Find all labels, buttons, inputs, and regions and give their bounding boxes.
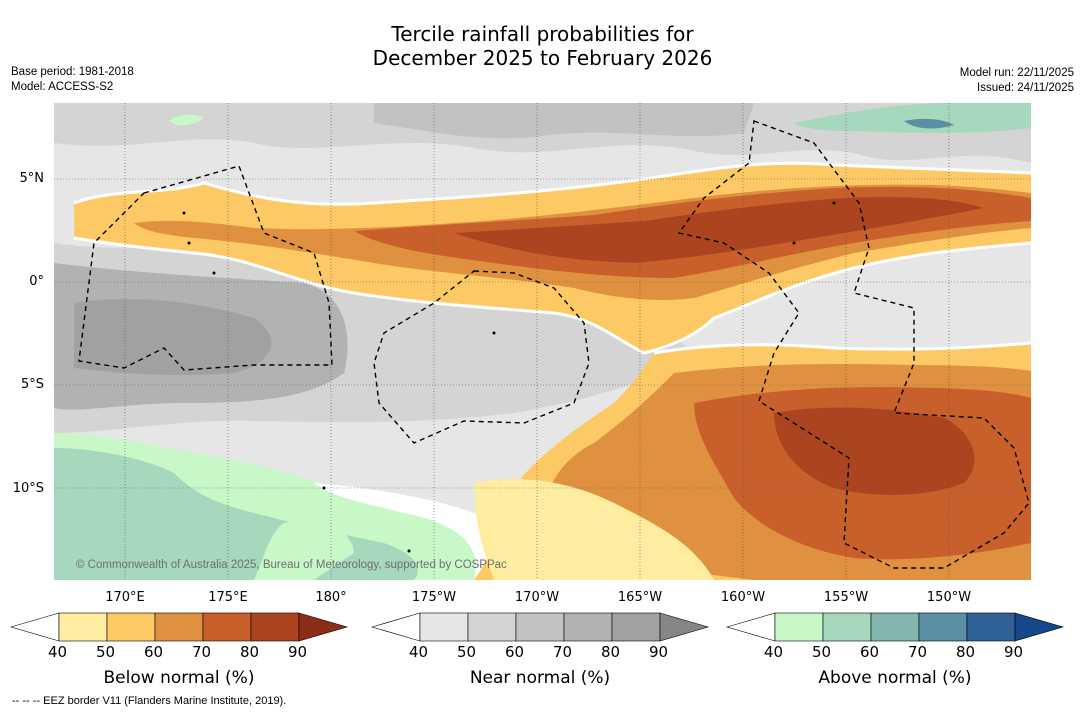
lat-label-5n: 5°N xyxy=(19,171,45,186)
colorbar-near-normal xyxy=(370,612,710,642)
islands xyxy=(182,201,836,553)
island xyxy=(187,241,191,245)
below-normal-south-edge xyxy=(474,479,714,580)
colorbar-above-normal xyxy=(725,612,1065,642)
island xyxy=(832,201,836,205)
lat-label-5s: 5°S xyxy=(20,377,44,392)
cb-near-tick-90: 90 xyxy=(649,643,669,661)
island xyxy=(322,486,326,490)
base-period-text: Base period: 1981-2018 xyxy=(11,66,134,78)
cb-above-tick-90: 90 xyxy=(1004,643,1024,661)
island xyxy=(492,331,496,335)
eez-kiribati-phoenix xyxy=(373,270,590,444)
island xyxy=(792,241,796,245)
model-run-text: Model run: 22/11/2025 xyxy=(959,67,1074,79)
cb-below-tick-50: 50 xyxy=(96,643,116,661)
map-title: Tercile rainfall probabilities for Decem… xyxy=(0,22,1085,70)
colorbar-near-bin-40-50 xyxy=(419,612,469,642)
cb-near-tick-50: 50 xyxy=(457,643,477,661)
cb-below-tick-70: 70 xyxy=(192,643,212,661)
contour-line-south xyxy=(653,341,1031,355)
colorbar-title-above-normal: Above normal (%) xyxy=(818,668,972,688)
colorbar-below-bin-60-70 xyxy=(154,612,204,642)
meta-right: Model run: 22/11/2025 Issued: 24/11/2025 xyxy=(960,66,1074,96)
model-text: Model: ACCESS-S2 xyxy=(11,81,114,93)
near-normal-north-patch xyxy=(374,103,754,139)
above-normal-southwest-patch xyxy=(254,520,354,580)
cb-above-tick-40: 40 xyxy=(764,643,784,661)
colorbar-above-high-extend xyxy=(1014,612,1065,642)
cb-below-tick-90: 90 xyxy=(288,643,308,661)
colorbar-below-bin-80-90 xyxy=(250,612,300,642)
colorbar-below-bin-70-80 xyxy=(202,612,252,642)
cb-near-tick-70: 70 xyxy=(553,643,573,661)
title-line-2: December 2025 to February 2026 xyxy=(372,46,713,70)
island xyxy=(182,211,186,215)
colorbar-below-high-extend xyxy=(298,612,349,642)
colorbars xyxy=(9,612,1065,642)
cb-near-tick-80: 80 xyxy=(601,643,621,661)
cb-near-tick-40: 40 xyxy=(409,643,429,661)
lon-label-170e: 170°E xyxy=(105,590,145,605)
lon-label-170w: 170°W xyxy=(514,590,560,605)
colorbar-near-bin-60-70 xyxy=(515,612,565,642)
colorbar-above-low-extend xyxy=(725,612,776,642)
below-normal-equatorial-max xyxy=(454,197,984,263)
colorbar-above-bin-80-90 xyxy=(966,612,1016,642)
lat-label-0: 0° xyxy=(29,274,44,289)
cb-above-tick-80: 80 xyxy=(956,643,976,661)
colorbar-below-low-extend xyxy=(9,612,60,642)
lon-label-160w: 160°W xyxy=(720,590,766,605)
cb-above-tick-70: 70 xyxy=(908,643,928,661)
lon-label-150w: 150°W xyxy=(926,590,972,605)
island xyxy=(212,271,216,275)
island xyxy=(407,549,411,553)
issued-text: Issued: 24/11/2025 xyxy=(977,82,1074,94)
lat-label-10s: 10°S xyxy=(12,481,44,496)
eez-kiribati-line xyxy=(677,120,1030,569)
colorbar-above-bin-70-80 xyxy=(918,612,968,642)
colorbar-below-bin-40-50 xyxy=(58,612,108,642)
colorbar-title-below-normal: Below normal (%) xyxy=(103,668,255,688)
contour-line-north xyxy=(73,161,1031,206)
cb-below-tick-60: 60 xyxy=(144,643,164,661)
colorbar-near-high-extend xyxy=(659,612,710,642)
copyright-notice: © Commonwealth of Australia 2025, Bureau… xyxy=(76,559,507,571)
lon-label-175w: 175°W xyxy=(411,590,457,605)
contour-line-middle xyxy=(73,236,1031,355)
cb-below-tick-80: 80 xyxy=(240,643,260,661)
below-normal-southeast-max xyxy=(774,407,975,495)
title-line-1: Tercile rainfall probabilities for xyxy=(391,22,694,46)
colorbar-below-normal xyxy=(9,612,349,642)
above-normal-northeast-region xyxy=(794,103,1031,133)
eez-kiribati-gilbert xyxy=(78,165,333,371)
above-normal-northeast-core xyxy=(904,118,954,129)
lon-label-155w: 155°W xyxy=(823,590,869,605)
lon-label-165w: 165°W xyxy=(617,590,663,605)
cb-above-tick-60: 60 xyxy=(860,643,880,661)
cb-below-tick-40: 40 xyxy=(48,643,68,661)
above-normal-small-patch xyxy=(169,114,204,126)
cb-above-tick-50: 50 xyxy=(812,643,832,661)
colorbar-above-bin-40-50 xyxy=(774,612,824,642)
colorbar-title-near-normal: Near normal (%) xyxy=(469,668,611,688)
colorbar-near-bin-50-60 xyxy=(467,612,517,642)
cb-near-tick-60: 60 xyxy=(505,643,525,661)
lon-label-175e: 175°E xyxy=(208,590,248,605)
colorbar-near-bin-80-90 xyxy=(611,612,661,642)
colorbar-near-bin-70-80 xyxy=(563,612,613,642)
graticule xyxy=(54,103,1031,580)
colorbar-near-low-extend xyxy=(370,612,421,642)
colorbar-above-bin-50-60 xyxy=(822,612,872,642)
colorbar-above-bin-60-70 xyxy=(870,612,920,642)
lon-label-180: 180° xyxy=(315,590,347,605)
colorbar-below-bin-50-60 xyxy=(106,612,156,642)
eez-footnote: -- -- -- EEZ border V11 (Flanders Marine… xyxy=(12,695,287,707)
rainfall-probability-map xyxy=(54,103,1031,580)
near-normal-west-max xyxy=(74,298,272,376)
eez-borders xyxy=(78,120,1030,569)
meta-left: Base period: 1981-2018 Model: ACCESS-S2 xyxy=(11,65,134,95)
